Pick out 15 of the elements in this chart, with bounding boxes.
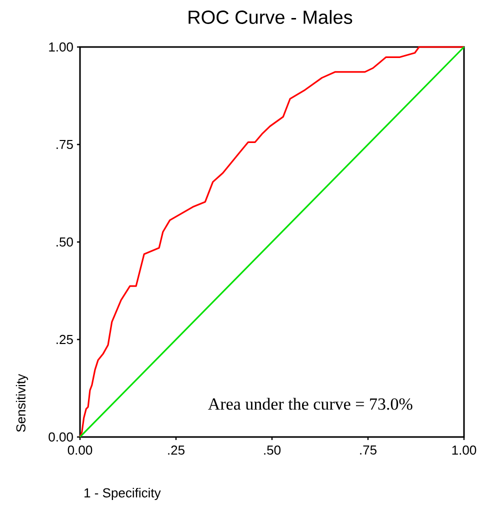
x-tick-label: .75 <box>360 446 376 455</box>
line-series <box>79 46 465 438</box>
y-tick-label: .75 <box>56 140 73 150</box>
x-tick-label: .50 <box>264 446 281 455</box>
y-axis-title: Sensitivity <box>16 374 28 432</box>
x-tick-label: .25 <box>168 446 184 455</box>
y-tick-label: .50 <box>56 237 73 247</box>
y-tick-label: .25 <box>56 334 73 344</box>
x-tick-label: 1.00 <box>452 446 476 455</box>
x-axis-title: 1 - Specificity <box>84 488 161 500</box>
annotation: Area under the curve = 73.0% <box>208 398 412 410</box>
y-tick-label: 0.00 <box>48 432 73 442</box>
chart-title: ROC Curve - Males <box>188 10 352 24</box>
x-tick-label: 0.00 <box>68 446 92 455</box>
y-tick-label: 1.00 <box>49 42 73 52</box>
